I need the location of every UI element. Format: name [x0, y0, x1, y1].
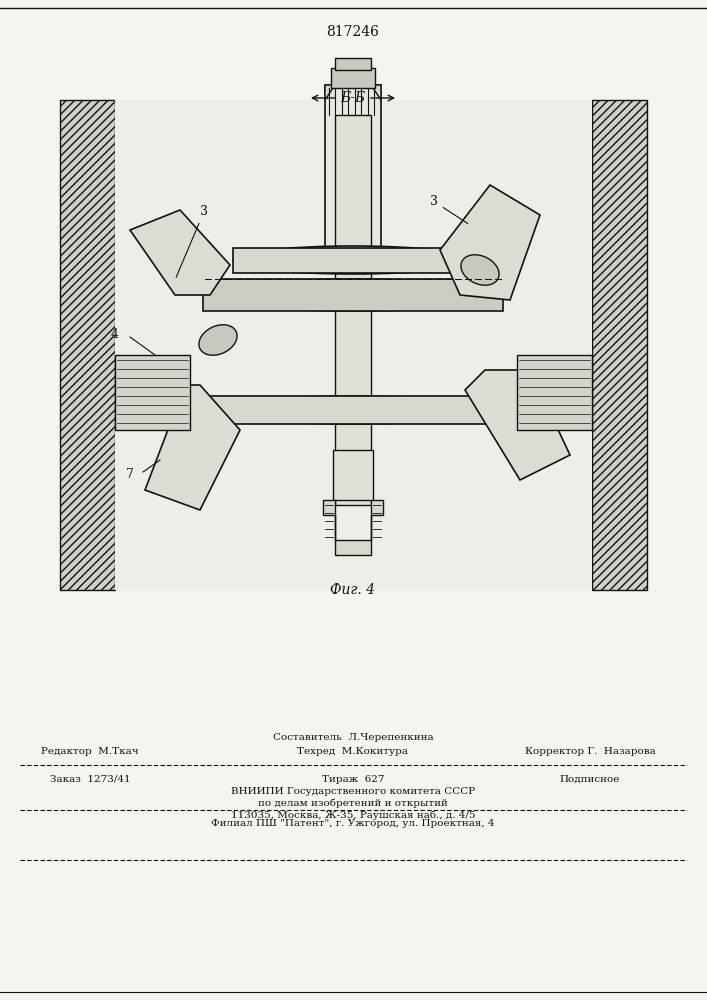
Polygon shape	[130, 210, 230, 295]
Text: 3: 3	[176, 205, 208, 277]
Text: Корректор Г.  Назарова: Корректор Г. Назарова	[525, 748, 655, 756]
FancyBboxPatch shape	[325, 85, 381, 265]
Text: 817246: 817246	[327, 25, 380, 39]
Text: Подписное: Подписное	[560, 774, 620, 784]
Polygon shape	[440, 185, 540, 300]
Polygon shape	[145, 385, 240, 510]
Ellipse shape	[203, 396, 503, 424]
Bar	[335, 58, 371, 70]
Bar	[115, 355, 190, 430]
Ellipse shape	[461, 255, 499, 285]
Text: Тираж  627: Тираж 627	[322, 774, 384, 784]
Bar	[517, 355, 592, 430]
Text: Фиг. 4: Фиг. 4	[330, 583, 375, 597]
Bar	[115, 100, 592, 590]
Text: 4: 4	[111, 328, 119, 342]
Text: Составитель  Л.Черепенкина: Составитель Л.Черепенкина	[273, 734, 433, 742]
Bar	[333, 450, 373, 500]
Bar	[335, 115, 371, 505]
Text: 3: 3	[430, 195, 467, 223]
Bar	[592, 100, 647, 590]
Polygon shape	[325, 85, 381, 100]
Text: Заказ  1273/41: Заказ 1273/41	[49, 774, 130, 784]
Text: Редактор  М.Ткач: Редактор М.Ткач	[41, 748, 139, 756]
Text: 113035, Москва, Ж-35, Раушская наб., д. 4/5: 113035, Москва, Ж-35, Раушская наб., д. …	[230, 810, 475, 820]
Polygon shape	[323, 500, 383, 555]
Ellipse shape	[233, 246, 473, 274]
Text: Техред  М.Кокитура: Техред М.Кокитура	[298, 748, 409, 756]
Ellipse shape	[203, 279, 503, 311]
Ellipse shape	[199, 325, 237, 355]
Polygon shape	[465, 370, 570, 480]
Text: по делам изобретений и открытий: по делам изобретений и открытий	[258, 798, 448, 808]
Text: 7: 7	[126, 468, 134, 482]
Text: Б-Б: Б-Б	[340, 91, 366, 105]
Text: Филиал ПШ "Патент", г. Ужгород, ул. Проектная, 4: Филиал ПШ "Патент", г. Ужгород, ул. Прое…	[211, 820, 495, 828]
Bar	[60, 100, 115, 590]
Bar	[203, 279, 503, 311]
Bar	[331, 68, 375, 88]
Text: ВНИИПИ Государственного комитета СССР: ВНИИПИ Государственного комитета СССР	[231, 786, 475, 796]
Bar	[233, 248, 473, 273]
Bar	[203, 396, 503, 424]
